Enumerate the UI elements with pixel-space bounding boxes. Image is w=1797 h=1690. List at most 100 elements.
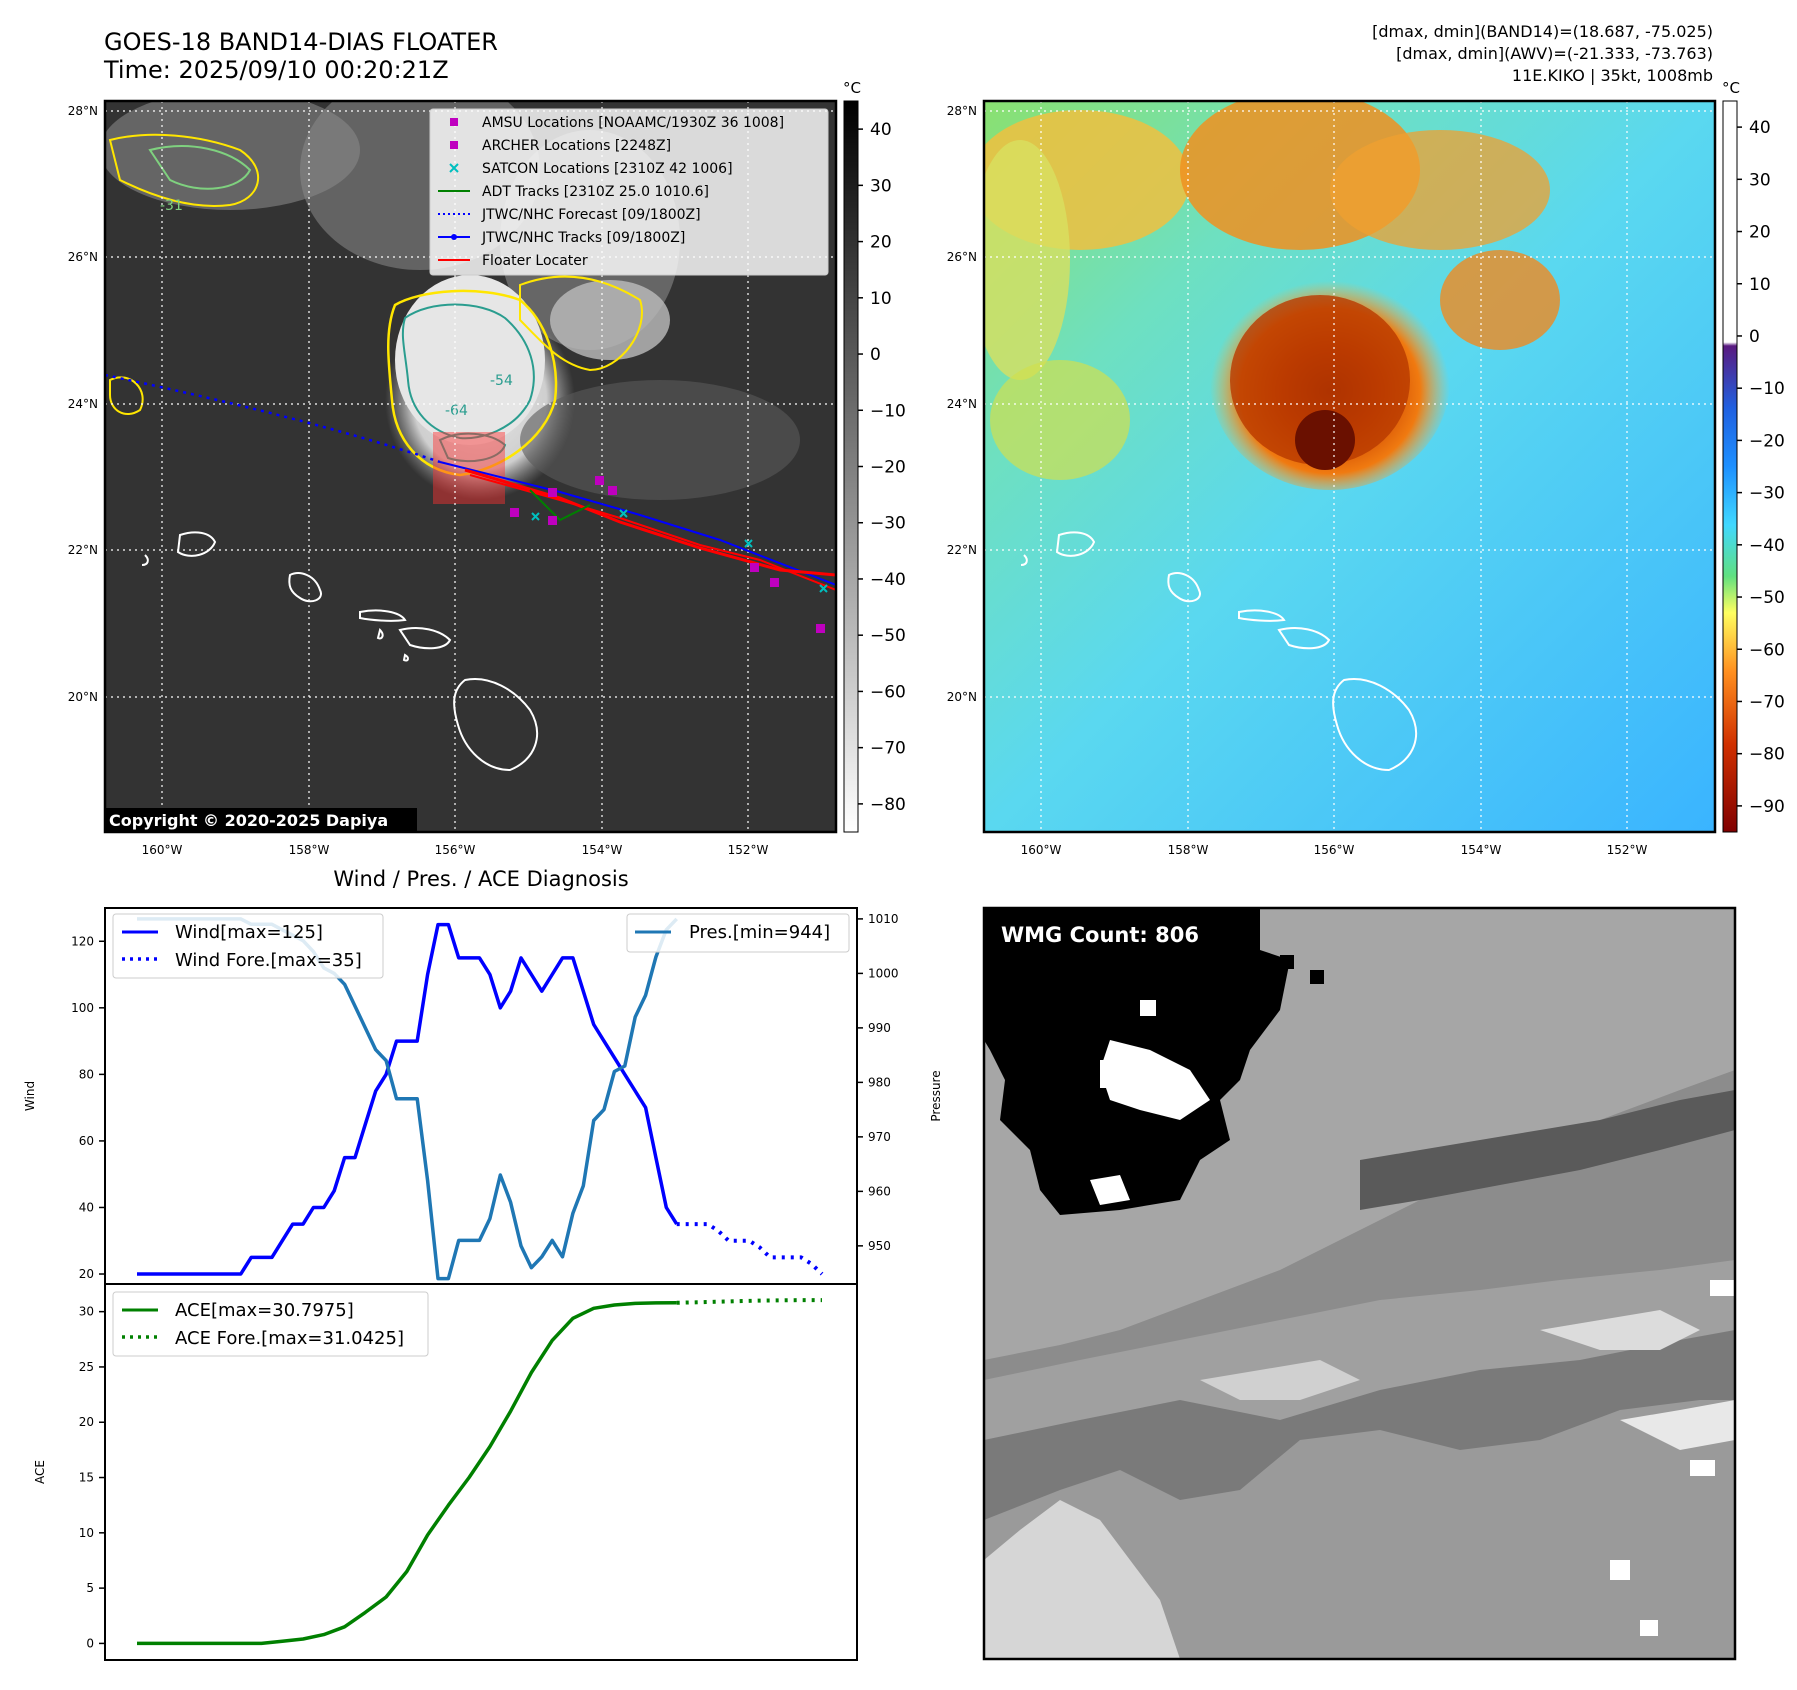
legend-jtwc-tracks: JTWC/NHC Tracks [09/1800Z]: [481, 230, 685, 246]
wv-colorbar-tick-label: −70: [1749, 692, 1785, 712]
legend-floater: Floater Locater: [482, 253, 588, 269]
ir-colorbar-tick-label: −40: [870, 570, 906, 590]
ace-forecast-line: [676, 1298, 822, 1305]
wv-colorbar-tick-label: −20: [1749, 431, 1785, 451]
wind-tick-label: 60: [79, 1134, 94, 1148]
ir-legend: AMSU Locations [NOAAMC/1930Z 36 1008] AR…: [429, 108, 829, 276]
wv-colorbar-tick-label: 20: [1749, 223, 1771, 243]
ir-lon-158: 158°W: [289, 843, 330, 857]
wind-ticks: 120 100 80 60 40 20: [71, 934, 105, 1281]
legend-pres: Pres.[min=944]: [689, 922, 830, 943]
wv-colorbar: [1722, 100, 1738, 833]
pressure-tick-label: 960: [868, 1184, 891, 1198]
wind-tick-label: 40: [79, 1200, 94, 1214]
wv-colorbar-tick-label: −50: [1749, 588, 1785, 608]
chart-title: GOES-18 BAND14-DIAS FLOATER: [104, 28, 498, 56]
legend-archer: ARCHER Locations [2248Z]: [482, 138, 671, 154]
ir-lat-28: 28°N: [68, 104, 98, 118]
ir-map-frame: [103, 99, 838, 834]
legend-wind: Wind[max=125]: [175, 922, 323, 943]
ir-lon-154: 154°W: [582, 843, 623, 857]
ir-lat-22: 22°N: [68, 543, 98, 557]
ir-colorbar-tick-label: −10: [870, 401, 906, 421]
ir-colorbar-tick-label: −50: [870, 626, 906, 646]
contour-label-54: -54: [490, 373, 513, 389]
ir-colorbar-unit: °C: [843, 79, 861, 97]
wv-colorbar-tick-label: −80: [1749, 745, 1785, 765]
diagnosis-title: Wind / Pres. / ACE Diagnosis: [333, 867, 628, 891]
ace-tick-label: 10: [79, 1526, 94, 1540]
ir-lat-20: 20°N: [68, 690, 98, 704]
wind-legend: Wind[max=125] Wind Fore.[max=35]: [112, 913, 384, 979]
ir-colorbar-tick-label: −30: [870, 514, 906, 534]
ir-lat-26: 26°N: [68, 250, 98, 264]
adt-track: [529, 489, 591, 522]
wv-colorbar-tick-label: −10: [1749, 379, 1785, 399]
wv-colorbar-ticks: 40 30 20 10 0 −10 −20 −30 −40 −50 −60 −70 −80 −90: [1737, 118, 1785, 817]
ir-lon-160: 160°W: [142, 843, 183, 857]
contour-label-64: -64: [445, 403, 468, 419]
pres-legend: Pres.[min=944]: [626, 913, 850, 953]
wv-lon-152: 152°W: [1607, 843, 1648, 857]
pressure-tick-label: 1000: [868, 966, 899, 980]
pressure-ticks: 1010 1000 990 980 970 960 950: [857, 912, 899, 1253]
legend-wind-fore: Wind Fore.[max=35]: [175, 950, 362, 971]
jtwc-track: [439, 461, 836, 586]
pressure-tick-label: 970: [868, 1130, 891, 1144]
ace-series: [137, 1298, 822, 1646]
ir-lon-156: 156°W: [435, 843, 476, 857]
wv-lat-20: 20°N: [947, 690, 977, 704]
floater-box: [433, 432, 505, 504]
wind-tick-label: 20: [79, 1267, 94, 1281]
ir-colorbar-tick-label: 30: [870, 176, 892, 196]
wind-line: [137, 922, 679, 1276]
wmg-frame: [982, 906, 1737, 1661]
wv-lat-26: 26°N: [947, 250, 977, 264]
ir-colorbar-tick-label: −70: [870, 739, 906, 759]
ir-colorbar: [843, 100, 859, 833]
wv-lon-160: 160°W: [1021, 843, 1062, 857]
wv-colorbar-tick-label: −90: [1749, 797, 1785, 817]
ir-colorbar-ticks: 40 30 20 10 0 −10 −20 −30 −40 −50 −60 −70 −80: [858, 120, 906, 815]
wind-ylabel: Wind: [23, 1081, 37, 1111]
wind-tick-label: 100: [71, 1001, 94, 1015]
dmax-band14: [dmax, dmin](BAND14)=(18.687, -75.025): [1372, 22, 1713, 41]
ace-tick-label: 0: [86, 1636, 94, 1650]
amsu-archer-points: [510, 476, 825, 633]
pressure-tick-label: 980: [868, 1075, 891, 1089]
wv-colorbar-unit: °C: [1722, 79, 1740, 97]
ace-legend: ACE[max=30.7975] ACE Fore.[max=31.0425]: [112, 1291, 429, 1357]
wind-tick-label: 120: [71, 934, 94, 948]
ace-tick-label: 20: [79, 1415, 94, 1429]
wv-lat-28: 28°N: [947, 104, 977, 118]
satcon-points: [531, 509, 828, 593]
wind-series: [137, 922, 824, 1276]
wv-map-frame: [982, 99, 1717, 834]
pressure-tick-label: 990: [868, 1021, 891, 1035]
copyright: Copyright © 2020-2025 Dapiya: [109, 811, 388, 830]
jtwc-forecast-track: [105, 373, 441, 464]
wmg-count: WMG Count: 806: [1001, 923, 1199, 947]
coastlines: [141, 531, 539, 772]
wv-lon-158: 158°W: [1168, 843, 1209, 857]
ir-colorbar-tick-label: −80: [870, 795, 906, 815]
wind-tick-label: 80: [79, 1067, 94, 1081]
legend-satcon: SATCON Locations [2310Z 42 1006]: [482, 161, 733, 177]
ir-colorbar-tick-label: 20: [870, 233, 892, 253]
wv-colorbar-tick-label: −60: [1749, 640, 1785, 660]
ace-ylabel: ACE: [33, 1460, 47, 1484]
wv-map: [984, 101, 1715, 832]
ir-lon-152: 152°W: [728, 843, 769, 857]
wv-colorbar-tick-label: 10: [1749, 275, 1771, 295]
ace-line: [137, 1301, 677, 1646]
ace-ticks: 30 25 20 15 10 5 0: [79, 1305, 105, 1650]
ir-colorbar-tick-label: 10: [870, 289, 892, 309]
wv-colorbar-tick-label: 40: [1749, 118, 1771, 138]
ir-colorbar-tick-label: −60: [870, 682, 906, 702]
ir-colorbar-tick-label: 40: [870, 120, 892, 140]
ace-tick-label: 5: [86, 1581, 94, 1595]
wv-colorbar-tick-label: −40: [1749, 536, 1785, 556]
contour-label-31: -31: [160, 198, 183, 214]
wv-lat-22: 22°N: [947, 543, 977, 557]
